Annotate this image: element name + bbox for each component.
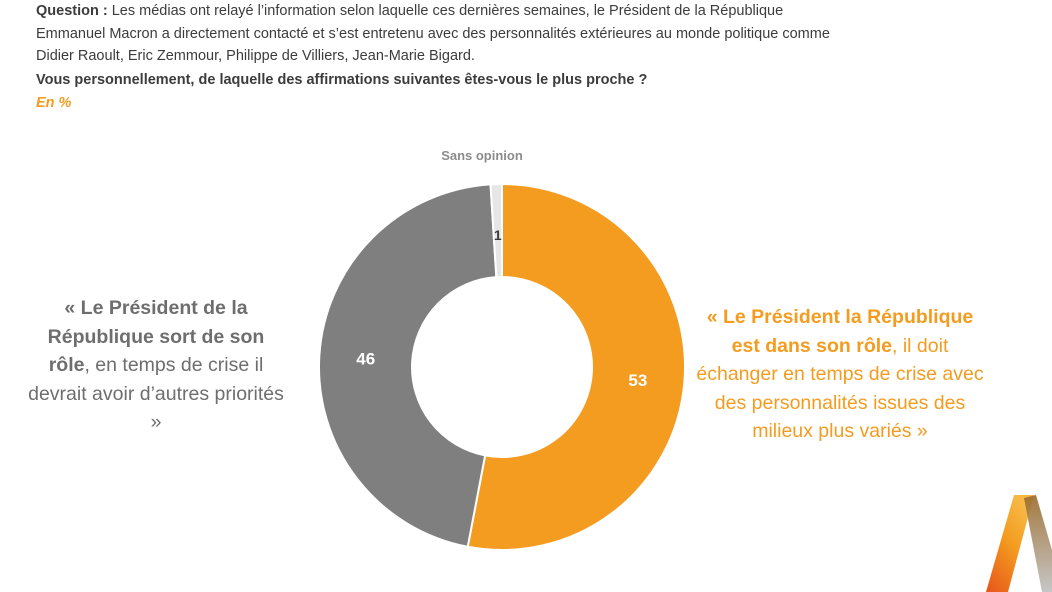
quote-left-rest: , en temps de crise il devrait avoir d’a… xyxy=(28,354,284,433)
quote-left-bold: « Le Président de la République sort de … xyxy=(47,297,265,376)
donut-slice-1 xyxy=(318,183,498,548)
donut-value-label-2: 1 xyxy=(494,227,502,243)
donut-slice-2 xyxy=(489,182,503,279)
sub-question: Vous personnellement, de laquelle des af… xyxy=(36,72,648,88)
question-label: Question : xyxy=(36,3,108,19)
donut-value-labels: 53 46 1 xyxy=(356,227,647,390)
brand-logo-icon xyxy=(986,495,1052,592)
donut-slices xyxy=(318,182,686,551)
quote-right: « Le Président la République est dans so… xyxy=(690,303,990,446)
quote-left: « Le Président de la République sort de … xyxy=(28,294,284,437)
donut-value-label-1: 46 xyxy=(356,349,375,368)
question-line-3: Didier Raoult, Eric Zemmour, Philippe de… xyxy=(36,48,475,64)
quote-right-bold: « Le Président la République est dans so… xyxy=(706,306,974,357)
sans-opinion-label: Sans opinion xyxy=(441,148,523,163)
question-line-1: Les médias ont relayé l’information selo… xyxy=(111,3,784,19)
donut-slice-0 xyxy=(466,182,686,551)
donut-value-label-0: 53 xyxy=(628,371,647,390)
question-line-2: Emmanuel Macron a directement contacté e… xyxy=(36,25,830,42)
unit-label: En % xyxy=(36,95,72,111)
question-text: Question : Les médias ont relayé l’infor… xyxy=(36,0,1036,68)
quote-right-rest: , il doit échanger en temps de crise ave… xyxy=(696,334,984,443)
